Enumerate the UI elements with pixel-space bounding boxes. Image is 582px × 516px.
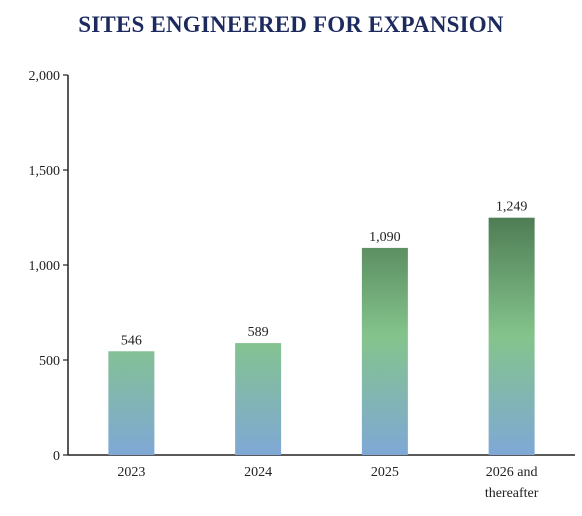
x-tick-label: thereafter: [485, 486, 539, 501]
x-tick-label: 2025: [371, 465, 399, 480]
x-tick-label: 2023: [117, 465, 145, 480]
data-label: 546: [121, 333, 142, 348]
x-tick-label: 2024: [244, 465, 272, 480]
y-tick-label: 1,500: [29, 164, 61, 179]
y-tick-label: 1,000: [29, 259, 61, 274]
bar-2026-and-thereafter: [488, 217, 535, 455]
bar-2025: [361, 247, 408, 455]
data-label: 589: [248, 325, 269, 340]
bar-2023: [108, 351, 155, 455]
x-tick-label: 2026 and: [486, 465, 538, 480]
data-label: 1,249: [496, 200, 528, 215]
bar-2024: [235, 343, 282, 455]
data-label: 1,090: [369, 230, 401, 245]
y-axis-ticks: 0 500 1,000 1,500 2,000: [29, 69, 68, 464]
y-tick-label: 500: [39, 354, 60, 369]
y-tick-label: 0: [53, 449, 60, 464]
bars: 546 589 1,090 1,249: [108, 200, 535, 455]
chart-title: SITES ENGINEERED FOR EXPANSION: [78, 12, 504, 37]
y-tick-label: 2,000: [29, 69, 61, 84]
x-axis-labels: 2023 2024 2025 2026 and thereafter: [117, 465, 538, 501]
